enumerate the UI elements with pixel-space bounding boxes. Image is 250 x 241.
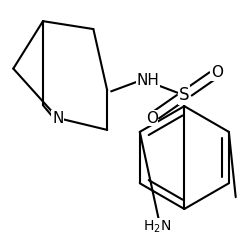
Text: H$_2$N: H$_2$N — [142, 219, 171, 235]
Text: S: S — [179, 86, 190, 104]
Text: O: O — [211, 65, 223, 80]
Text: O: O — [146, 111, 158, 126]
Text: NH: NH — [136, 73, 159, 88]
Text: N: N — [52, 111, 64, 126]
